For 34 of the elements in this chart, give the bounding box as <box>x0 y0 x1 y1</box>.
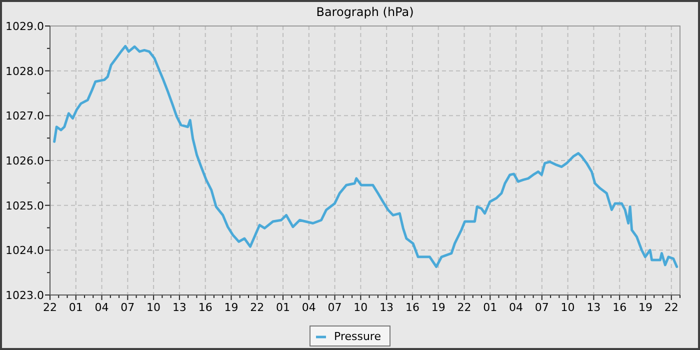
x-tick-label: 07 <box>534 301 549 314</box>
x-tick-label: 22 <box>43 301 57 314</box>
legend-label: Pressure <box>334 330 382 343</box>
y-tick-label: 1023.0 <box>6 289 44 302</box>
x-tick-label: 04 <box>509 301 524 314</box>
x-tick-label: 01 <box>276 301 290 314</box>
x-tick-label: 10 <box>560 301 575 314</box>
x-tick-label: 10 <box>146 301 161 314</box>
x-tick-label: 01 <box>68 301 83 314</box>
y-tick-label: 1025.0 <box>6 199 44 212</box>
x-tick-label: 13 <box>586 301 601 314</box>
x-tick-label: 04 <box>94 301 109 314</box>
x-tick-label: 07 <box>328 301 342 314</box>
x-tick-label: 13 <box>380 301 394 314</box>
x-tick-label: 01 <box>483 301 498 314</box>
x-tick-label: 19 <box>224 301 238 314</box>
y-tick-label: 1027.0 <box>6 110 44 123</box>
y-tick-label: 1024.0 <box>6 244 44 258</box>
x-tick-label: 10 <box>354 301 368 314</box>
x-tick-label: 22 <box>457 301 472 314</box>
x-tick-label: 04 <box>302 301 316 314</box>
y-tick-label: 1029.0 <box>6 20 44 33</box>
x-tick-label: 16 <box>405 301 420 314</box>
x-tick-label: 07 <box>120 301 135 314</box>
chart-title: Barograph (hPa) <box>316 5 414 19</box>
x-tick-label: 13 <box>172 301 186 314</box>
x-tick-label: 19 <box>431 301 446 314</box>
x-tick-label: 16 <box>198 301 212 314</box>
y-tick-label: 1028.0 <box>6 64 44 78</box>
x-tick-label: 19 <box>638 301 652 314</box>
y-tick-label: 1026.0 <box>6 154 44 168</box>
x-tick-label: 16 <box>612 301 627 314</box>
x-tick-label: 22 <box>250 301 264 314</box>
x-tick-label: 22 <box>664 301 678 314</box>
